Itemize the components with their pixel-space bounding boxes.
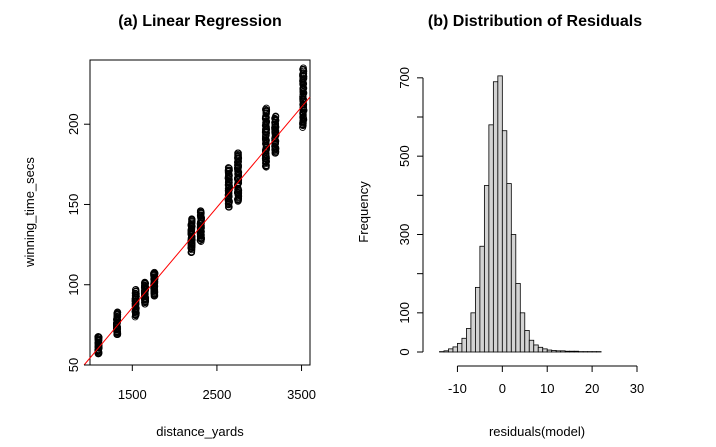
data-point: [272, 112, 280, 120]
histogram-bar: [461, 337, 467, 353]
y-tick-label: 200: [66, 113, 81, 135]
histogram-bar: [573, 350, 580, 353]
panel-a-points: [94, 64, 308, 358]
histogram-bar: [452, 346, 458, 353]
y-tick-label: 0: [397, 348, 412, 355]
histogram-bar: [564, 350, 571, 353]
histogram-bar: [497, 75, 503, 353]
panel-b-x-axis: -10 0 10 20 30: [448, 365, 644, 396]
histogram-bar: [551, 350, 557, 353]
panel-a-ylabel: winning_time_secs: [22, 157, 37, 268]
x-tick-label: 3500: [287, 387, 316, 402]
histogram-bar: [519, 312, 526, 353]
y-tick-label: 100: [66, 274, 81, 296]
histogram-bar: [546, 349, 553, 353]
histogram-bar: [443, 350, 449, 353]
data-point: [262, 162, 270, 170]
data-point: [196, 207, 205, 215]
histogram-bar: [524, 330, 530, 353]
data-point: [224, 164, 232, 172]
histogram-bar: [483, 185, 490, 353]
data-point: [141, 278, 149, 286]
regression-line: [83, 96, 311, 366]
histogram-bar: [479, 245, 485, 353]
panel-b-bars: [439, 75, 602, 353]
x-tick-label: 2500: [202, 387, 231, 402]
x-tick-label: 1500: [118, 387, 147, 402]
data-point: [225, 164, 233, 173]
data-point: [299, 64, 307, 72]
data-point: [234, 149, 242, 157]
y-tick-label: 300: [397, 224, 412, 246]
histogram-bar: [528, 339, 535, 353]
panel-b-xlabel: residuals(model): [489, 424, 585, 439]
x-tick-label: -10: [448, 381, 467, 396]
panel-a-plot-box: [89, 59, 311, 366]
data-point: [234, 178, 242, 187]
histogram-bar: [560, 350, 566, 353]
y-tick-label: 150: [66, 194, 81, 216]
data-point: [188, 215, 196, 223]
histogram-bar: [492, 81, 499, 353]
panel-b-title: (b) Distribution of Residuals: [428, 13, 642, 30]
histogram-bar: [466, 328, 472, 353]
histogram-bar: [474, 286, 481, 353]
data-point: [262, 106, 270, 114]
panel-a-xlabel: distance_yards: [156, 424, 244, 439]
panel-a-y-axis: 50 100 150 200: [66, 113, 90, 372]
histogram-bar: [515, 283, 521, 353]
y-tick-label: 50: [66, 358, 81, 372]
histogram-bar: [510, 234, 517, 353]
y-tick-label: 100: [397, 302, 412, 324]
histogram-bar: [470, 312, 476, 353]
panel-b: (b) Distribution of Residuals -10 0 10 20 30…: [356, 13, 644, 439]
histogram-bar: [506, 183, 512, 353]
panel-b-y-axis: 0 100 300 500 700: [397, 67, 424, 356]
panel-b-ylabel: Frequency: [356, 181, 371, 243]
data-point: [150, 269, 158, 277]
x-tick-label: 20: [585, 381, 599, 396]
data-point: [131, 286, 140, 294]
data-point: [150, 268, 158, 276]
x-tick-label: 30: [630, 381, 644, 396]
data-point: [262, 104, 270, 112]
x-tick-label: 10: [540, 381, 554, 396]
x-tick-label: 0: [499, 381, 506, 396]
y-tick-label: 700: [397, 67, 412, 89]
histogram-bar: [501, 130, 508, 353]
panel-a: (a) Linear Regression 1500 2500 3500 50 100…: [22, 13, 316, 439]
histogram-bar: [542, 348, 548, 353]
data-point: [113, 308, 122, 316]
data-point: [94, 333, 102, 341]
histogram-bar: [488, 124, 494, 353]
histogram-bar: [448, 348, 454, 353]
histogram-bar: [537, 346, 544, 353]
histogram-bar: [555, 350, 562, 353]
histogram-bar: [457, 342, 463, 353]
histogram-bar: [569, 350, 575, 353]
y-tick-label: 500: [397, 145, 412, 167]
data-point: [261, 105, 270, 113]
panel-a-title: (a) Linear Regression: [118, 13, 282, 30]
histogram-bar: [533, 344, 539, 353]
panel-a-x-axis: 1500 2500 3500: [118, 365, 316, 402]
